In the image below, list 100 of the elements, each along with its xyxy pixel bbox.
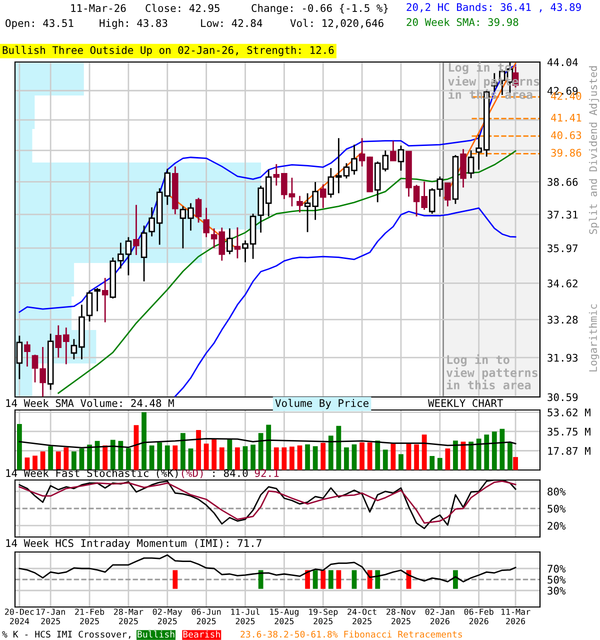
bar xyxy=(352,444,357,470)
y-tick-label: 80% xyxy=(548,488,566,496)
x-tick-label: 19-Sep 2025 xyxy=(309,608,338,624)
x-tick-label: 21-Feb 2025 xyxy=(75,608,104,624)
ref-line-label: 39.86 xyxy=(551,148,582,157)
bar xyxy=(492,432,497,470)
y-tick-label: 17.87 M xyxy=(548,447,590,455)
bar xyxy=(24,458,30,470)
bar xyxy=(468,442,474,470)
annotation: Log in to view patterns in this area xyxy=(446,354,538,390)
text: Low: 42.84 xyxy=(201,19,262,28)
x-tick-label: 06-Feb 2026 xyxy=(464,608,494,624)
candlestick xyxy=(226,228,233,255)
y-tick-label: 50% xyxy=(548,504,566,513)
candlestick xyxy=(398,144,404,172)
bar xyxy=(40,451,46,470)
text: WEEKLY CHART xyxy=(428,399,504,408)
y-tick-label: 53.62 M xyxy=(548,408,590,416)
candlestick xyxy=(320,184,326,209)
x-tick-label: 11-Mar 2026 xyxy=(501,608,530,624)
chart-title: 14 Week HCS Intraday Momentum (IMI): 71.7 xyxy=(6,538,262,550)
bar xyxy=(382,450,388,470)
text: Close: 42.95 xyxy=(146,4,220,12)
bar xyxy=(344,447,349,470)
line-series xyxy=(18,554,516,582)
bar xyxy=(437,458,442,470)
text: Open: 43.51 xyxy=(6,19,74,30)
bar xyxy=(79,448,84,470)
bar xyxy=(180,433,186,470)
y-tick-label: 33.28 xyxy=(548,316,578,324)
bar xyxy=(375,440,380,470)
bar xyxy=(476,438,482,470)
bar xyxy=(336,426,342,470)
candlestick xyxy=(195,197,202,224)
y-axis-title: Split and Dividend Adjusted xyxy=(588,66,600,234)
text: High: 43.83 xyxy=(100,18,168,30)
y-tick-label: 35.75 M xyxy=(548,428,590,436)
line-series xyxy=(18,438,516,448)
bar xyxy=(430,456,435,470)
bar xyxy=(453,440,458,470)
text: Bullish xyxy=(138,630,174,638)
bar xyxy=(500,428,505,470)
series-label: (%D) xyxy=(182,469,203,478)
bar xyxy=(64,447,69,470)
bar xyxy=(297,445,302,470)
bar xyxy=(312,446,318,470)
text: Vol: 12,020,646 xyxy=(290,18,384,28)
bar xyxy=(422,434,427,470)
bar xyxy=(196,430,201,470)
x-tick-label: 20-Dec 2024 xyxy=(5,608,34,624)
x-tick-label: 28-Mar 2025 xyxy=(114,608,144,624)
bar xyxy=(56,451,61,470)
x-tick-label: 24-Oct 2025 xyxy=(348,608,376,624)
x-tick-label: 11-Jul 2025 xyxy=(231,608,260,624)
bar xyxy=(290,446,294,470)
text: 20 Week SMA: 39.98 xyxy=(406,18,518,26)
x-tick-label: 15-Aug 2025 xyxy=(270,608,298,624)
text: 23.6-38.2-50-61.8% Fibonacci Retracements xyxy=(240,630,462,638)
bar xyxy=(250,444,256,470)
bar xyxy=(172,445,178,470)
x-tick-label: 06-Jun 2025 xyxy=(192,608,221,624)
candlestick xyxy=(86,290,93,322)
bar xyxy=(102,445,108,470)
candlestick xyxy=(94,287,100,312)
bar xyxy=(274,447,279,470)
bar xyxy=(142,412,146,470)
candlestick xyxy=(436,176,444,198)
candlestick xyxy=(468,150,474,179)
text: 11-Mar-26 xyxy=(71,4,126,12)
bar xyxy=(126,448,131,470)
bar xyxy=(32,456,38,470)
candlestick xyxy=(24,340,30,368)
bar xyxy=(212,439,217,470)
y-tick-label: 30.59 xyxy=(548,393,578,402)
text: Change: -0.66 {-1.5 %} xyxy=(252,4,388,14)
bar xyxy=(513,457,518,470)
bar xyxy=(87,444,92,470)
bar xyxy=(219,447,224,470)
y-tick-label: 31.93 xyxy=(548,354,578,362)
ref-line-label: 41.41 xyxy=(551,114,582,122)
candlestick xyxy=(382,150,389,172)
candlestick xyxy=(203,207,210,238)
bar xyxy=(414,444,419,470)
bar xyxy=(110,440,116,470)
candlestick xyxy=(102,277,108,323)
text: Bearish xyxy=(183,630,220,638)
y-tick-label: 37.31 xyxy=(548,210,578,219)
bar xyxy=(398,454,404,470)
bar xyxy=(157,442,162,470)
bar xyxy=(118,440,124,470)
y-tick-label: 20% xyxy=(548,522,566,530)
annotation: 92.1 xyxy=(254,469,279,478)
bar xyxy=(48,446,54,470)
candlestick xyxy=(444,182,451,208)
bar xyxy=(305,444,310,470)
chart-title: 14 Week SMA Volume: 24.48 M xyxy=(6,398,174,408)
x-tick-label: 02-Jan 2026 xyxy=(425,608,454,624)
bar xyxy=(17,424,22,470)
bar xyxy=(258,433,264,470)
text: Volume By Price xyxy=(275,398,368,410)
